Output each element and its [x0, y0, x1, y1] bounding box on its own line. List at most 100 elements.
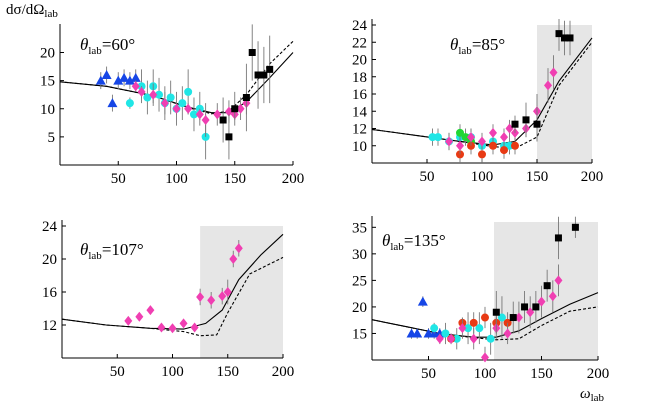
data-point-blue	[130, 72, 141, 82]
data-point-black	[260, 71, 268, 79]
data-point-magenta	[435, 333, 444, 344]
data-point-green	[456, 128, 464, 137]
x-tick-label: 200	[587, 366, 610, 382]
y-tick-label: 22	[352, 35, 367, 51]
y-tick-label: 24	[42, 219, 58, 235]
data-point-red	[500, 146, 508, 155]
data-point-magenta	[548, 291, 557, 302]
data-point-magenta	[207, 295, 216, 306]
x-tick-label: 50	[111, 171, 126, 187]
data-point-black	[533, 120, 541, 128]
data-point-cyan	[166, 93, 175, 102]
shaded-region	[494, 222, 598, 360]
data-point-magenta	[149, 89, 158, 100]
data-point-black	[522, 116, 530, 124]
data-point-blue	[95, 75, 106, 85]
data-point-magenta	[234, 243, 243, 254]
data-point-red	[489, 141, 497, 150]
data-point-magenta	[195, 109, 204, 120]
chart-panel-3: 50 100 150 200 12 16 20 24 θlab=107°	[42, 219, 294, 380]
y-tick-label: 35	[352, 220, 367, 236]
data-point-magenta	[135, 311, 144, 322]
y-tick-label: 14	[352, 104, 368, 120]
y-tick-label: 24	[352, 18, 368, 34]
y-axis-label: dσ/dΩlab	[6, 2, 58, 20]
data-point-magenta	[469, 333, 478, 344]
y-tick-label: 20	[40, 46, 55, 62]
x-tick-label: 200	[282, 171, 305, 187]
data-point-magenta	[229, 254, 238, 264]
chart-panel-4: 50 100 150 200 15 20 25 30 35 θlab=135°	[352, 216, 609, 382]
y-tick-label: 5	[48, 130, 56, 146]
data-point-cyan	[486, 334, 495, 343]
data-point-magenta	[503, 328, 512, 339]
data-point-red	[481, 313, 489, 322]
x-axis-label: ωlab	[580, 386, 605, 404]
data-point-cyan	[430, 324, 439, 333]
data-point-magenta	[157, 322, 166, 333]
chart-panel-1: 50 100 150 200 5 10 15 20 θlab=60°	[40, 24, 304, 187]
x-tick-label: 50	[421, 366, 436, 382]
y-tick-label: 10	[352, 139, 367, 155]
data-point-red	[511, 141, 519, 150]
theory-curve-dashed	[371, 41, 593, 149]
x-tick-label: 200	[581, 169, 604, 185]
x-tick-label: 100	[474, 366, 497, 382]
y-tick-label: 12	[42, 318, 57, 334]
x-tick-label: 50	[420, 169, 435, 185]
data-point-black	[561, 34, 568, 42]
y-tick-label: 30	[352, 247, 367, 263]
data-point-magenta	[489, 127, 497, 138]
data-point-magenta	[514, 312, 523, 323]
panel-title: θlab=85°	[450, 35, 505, 57]
data-point-black	[219, 116, 227, 124]
y-tick-label: 20	[352, 300, 367, 316]
data-point-magenta	[549, 67, 558, 78]
y-tick-label: 20	[352, 53, 367, 69]
data-point-black	[225, 133, 233, 141]
data-point-cyan	[184, 87, 193, 96]
data-point-blue	[101, 70, 112, 79]
data-point-green	[461, 133, 470, 142]
data-point-magenta	[526, 307, 535, 318]
data-point-cyan	[464, 324, 473, 333]
data-point-magenta	[478, 136, 486, 147]
y-tick-label: 12	[352, 122, 367, 138]
data-point-magenta	[500, 132, 508, 143]
y-tick-label: 16	[352, 87, 368, 103]
data-point-blue	[107, 98, 118, 108]
x-tick-label: 150	[526, 169, 549, 185]
y-tick-label: 15	[40, 74, 55, 90]
theory-curve-dashed	[61, 256, 284, 337]
x-tick-label: 100	[161, 364, 184, 380]
data-point-magenta	[236, 103, 245, 114]
data-point-cyan	[452, 334, 461, 343]
y-tick-label: 20	[42, 252, 57, 268]
data-point-black	[554, 234, 562, 242]
data-point-magenta	[218, 291, 227, 302]
data-point-magenta	[168, 323, 177, 334]
data-point-magenta	[537, 296, 546, 307]
y-tick-label: 16	[42, 285, 58, 301]
data-point-magenta	[146, 305, 155, 316]
data-point-magenta	[224, 106, 233, 117]
data-point-cyan	[189, 110, 198, 119]
data-point-magenta	[137, 86, 146, 97]
data-point-magenta	[172, 103, 181, 114]
data-point-magenta	[131, 81, 140, 92]
data-point-black	[521, 303, 529, 311]
x-tick-label: 200	[272, 364, 295, 380]
data-point-magenta	[184, 103, 193, 114]
x-tick-label: 100	[165, 171, 188, 187]
data-point-red	[469, 318, 478, 327]
data-point-magenta	[223, 287, 232, 297]
data-point-cyan	[505, 141, 514, 150]
data-point-magenta	[467, 132, 475, 143]
data-point-magenta	[544, 80, 552, 91]
data-point-black	[254, 71, 262, 79]
data-point-black	[543, 282, 551, 290]
data-point-cyan	[155, 90, 164, 99]
y-tick-label: 10	[40, 102, 55, 118]
data-point-blue	[412, 328, 423, 338]
